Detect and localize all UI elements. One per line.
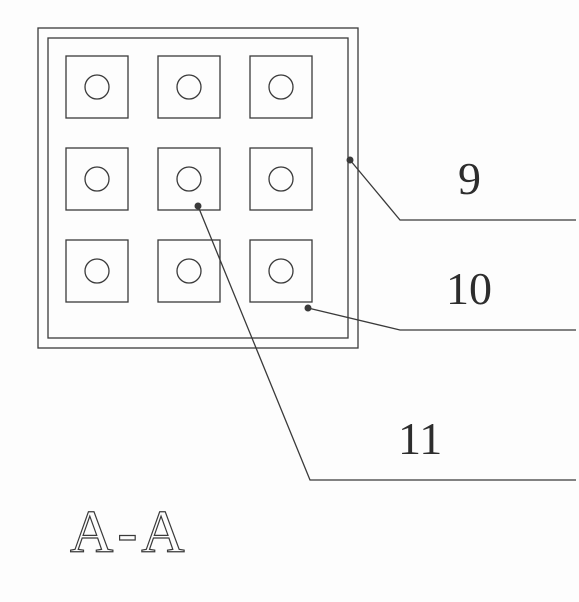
callout-label-10: 10 — [446, 262, 492, 315]
boss-hole — [177, 167, 201, 191]
boss-hole — [177, 259, 201, 283]
boss-square — [158, 240, 220, 302]
boss-square — [66, 56, 128, 118]
boss-hole — [85, 75, 109, 99]
leader-dot-10 — [305, 305, 312, 312]
boss-hole — [269, 259, 293, 283]
boss-square — [250, 56, 312, 118]
leader-dot-11 — [195, 203, 202, 210]
boss-hole — [85, 167, 109, 191]
boss-square — [158, 148, 220, 210]
boss-square — [158, 56, 220, 118]
leader-11 — [198, 206, 576, 480]
callout-label-9: 9 — [458, 152, 481, 205]
boss-square — [66, 240, 128, 302]
leader-dot-9 — [347, 157, 354, 164]
plate-outer — [38, 28, 358, 348]
section-label: A-A — [70, 498, 189, 567]
boss-hole — [269, 75, 293, 99]
boss-square — [250, 148, 312, 210]
boss-square — [250, 240, 312, 302]
boss-square — [66, 148, 128, 210]
callout-label-11: 11 — [398, 412, 442, 465]
diagram-stage: 9 10 11 A-A — [0, 0, 579, 602]
boss-hole — [85, 259, 109, 283]
plate-inner — [48, 38, 348, 338]
boss-hole — [269, 167, 293, 191]
boss-hole — [177, 75, 201, 99]
